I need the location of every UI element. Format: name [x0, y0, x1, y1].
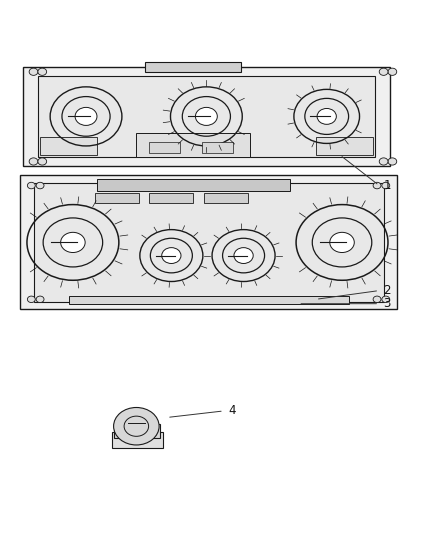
- Ellipse shape: [387, 68, 396, 75]
- Ellipse shape: [38, 158, 46, 165]
- Bar: [149, 142, 180, 153]
- Ellipse shape: [113, 408, 159, 445]
- Ellipse shape: [36, 296, 44, 303]
- Bar: [204, 193, 247, 203]
- Ellipse shape: [27, 182, 35, 189]
- Bar: [97, 179, 289, 191]
- Ellipse shape: [27, 296, 35, 303]
- Ellipse shape: [378, 158, 387, 165]
- Bar: [112, 432, 162, 448]
- Bar: [114, 424, 160, 438]
- Ellipse shape: [329, 232, 353, 253]
- Ellipse shape: [60, 232, 85, 253]
- Ellipse shape: [189, 182, 196, 188]
- Text: 2: 2: [383, 284, 390, 297]
- Bar: [20, 175, 396, 309]
- Ellipse shape: [378, 68, 387, 75]
- Ellipse shape: [38, 68, 46, 75]
- Bar: [201, 142, 232, 153]
- Bar: [136, 133, 250, 157]
- Ellipse shape: [36, 182, 44, 189]
- Bar: [40, 138, 97, 155]
- Ellipse shape: [372, 182, 380, 189]
- Bar: [68, 296, 348, 304]
- Ellipse shape: [372, 296, 380, 303]
- Ellipse shape: [316, 109, 336, 124]
- Bar: [149, 193, 193, 203]
- Bar: [145, 62, 241, 72]
- Ellipse shape: [161, 248, 180, 263]
- Ellipse shape: [75, 107, 97, 125]
- Text: 1: 1: [383, 179, 390, 192]
- Ellipse shape: [29, 158, 38, 165]
- FancyBboxPatch shape: [22, 67, 389, 166]
- Ellipse shape: [387, 158, 396, 165]
- Bar: [315, 138, 372, 155]
- Ellipse shape: [195, 107, 217, 125]
- Ellipse shape: [381, 182, 389, 189]
- Ellipse shape: [233, 248, 253, 263]
- Ellipse shape: [29, 68, 38, 75]
- Bar: [95, 193, 138, 203]
- Text: 4: 4: [228, 405, 235, 417]
- Bar: [33, 183, 383, 302]
- Text: 3: 3: [383, 297, 390, 310]
- Bar: [38, 76, 374, 157]
- Ellipse shape: [381, 296, 389, 303]
